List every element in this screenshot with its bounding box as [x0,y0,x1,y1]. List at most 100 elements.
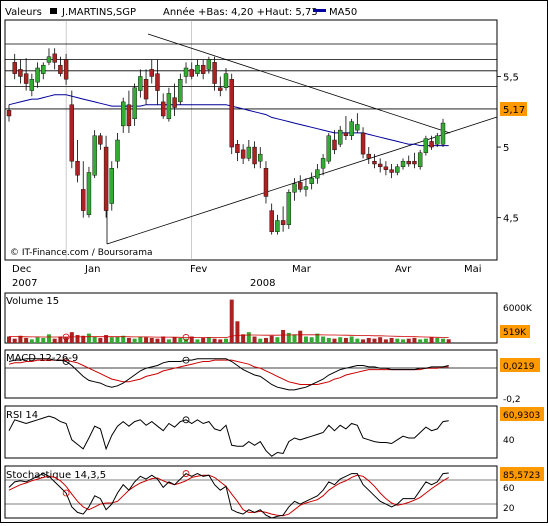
stoch-ytick-60: 60 [503,484,515,494]
price-candle [81,161,86,218]
month-label-avr: Avr [395,264,412,275]
price-candle [320,154,326,176]
candle-body [149,69,154,77]
price-candle [269,203,274,235]
volume-marker [182,333,190,341]
stoch-markers [62,470,190,497]
last-price-tag: 5,17 [500,102,527,116]
price-candle [115,132,120,169]
month-label-jan: Jan [84,264,100,275]
candle-body [252,146,257,165]
volume-bar [258,338,263,343]
candle-body [195,64,200,74]
volume-markers [62,333,190,341]
price-candle [121,97,126,133]
price-ytick-label: 4,5 [503,214,519,225]
price-candle [206,56,212,74]
candle-body [246,146,252,159]
price-candle [195,59,200,77]
price-candle [355,113,360,133]
price-candle [292,178,297,201]
price-candle [406,155,411,167]
volume-marker [62,333,70,341]
valeurs-label[interactable]: Valeurs [5,7,42,18]
candle-body [383,166,389,170]
last-price-value: 5,17 [503,105,525,116]
macd-panel: MACD 12-26-9 0,0219 -0,2 [4,349,540,405]
price-candle [172,83,177,116]
price-candle [280,206,286,232]
candle-body [229,79,234,148]
candle-body [280,220,286,225]
volume-bar [12,338,17,343]
volume-bar [241,334,246,343]
volume-bar [184,338,189,343]
price-candle [126,90,132,133]
watermark: © IT-Finance.com / Boursorama [10,248,152,258]
candle-body [389,169,394,173]
volume-bar [412,337,417,343]
price-candle [98,132,103,150]
price-candle [252,141,257,169]
trendline-support [106,116,498,245]
candle-body [377,163,383,168]
price-candle [29,73,35,97]
volume-bar [138,336,143,343]
price-candle [366,147,371,164]
price-candle [138,69,143,98]
volume-bar [366,337,371,343]
price-candle [75,140,80,183]
candle-body [29,79,35,91]
volume-bar [69,332,74,343]
volume-bar [206,337,211,343]
candle-body [126,104,132,127]
candle-body [178,79,183,103]
volume-bar [58,336,63,343]
volume-bar [303,336,308,343]
volume-bar [309,337,314,343]
month-label-mai: Mai [464,264,482,275]
price-candle [41,62,46,80]
candle-body [109,168,114,204]
candle-body [206,59,212,70]
candle-body [46,56,52,63]
rsi-last-value: 60,9303 [503,411,540,421]
macd-ytick: -0,2 [503,395,521,405]
price-candles [6,48,446,235]
volume-bar [326,337,331,343]
volume-bar [355,338,360,343]
price-candle [395,164,400,176]
volume-bar [104,335,109,343]
price-candle [223,68,229,91]
symbol-label: J.MARTINS,SGP [61,7,136,18]
candle-body [52,53,57,63]
price-candle [298,175,303,193]
price-candle [46,48,52,66]
volume-plot-frame [4,292,498,344]
rsi-ytick: 40 [503,436,515,446]
candle-body [417,152,423,168]
price-candle [303,178,309,197]
candle-body [309,177,314,184]
candle-body [160,101,166,117]
volume-bar [92,336,97,343]
chart-header: Valeurs J.MARTINS,SGP Année +Bas: 4,20 +… [5,6,357,18]
candle-body [18,69,23,77]
price-candle [400,158,406,170]
candle-body [258,153,263,162]
last-price-tag-bg [500,102,527,116]
price-candle [35,62,40,88]
volume-bar [86,333,91,343]
price-candle [326,132,331,164]
volume-bar [298,330,303,343]
price-candle [229,73,234,155]
year-label-2008: 2008 [250,278,275,289]
price-candle [246,140,252,162]
x-axis: Dec Jan Fev Mar Avr Mai 2007 2008 [12,264,482,289]
candle-body [429,141,434,148]
candle-body [303,186,309,190]
volume-panel: Volume 15 6000K 519K [4,292,533,344]
price-candle [160,93,166,119]
